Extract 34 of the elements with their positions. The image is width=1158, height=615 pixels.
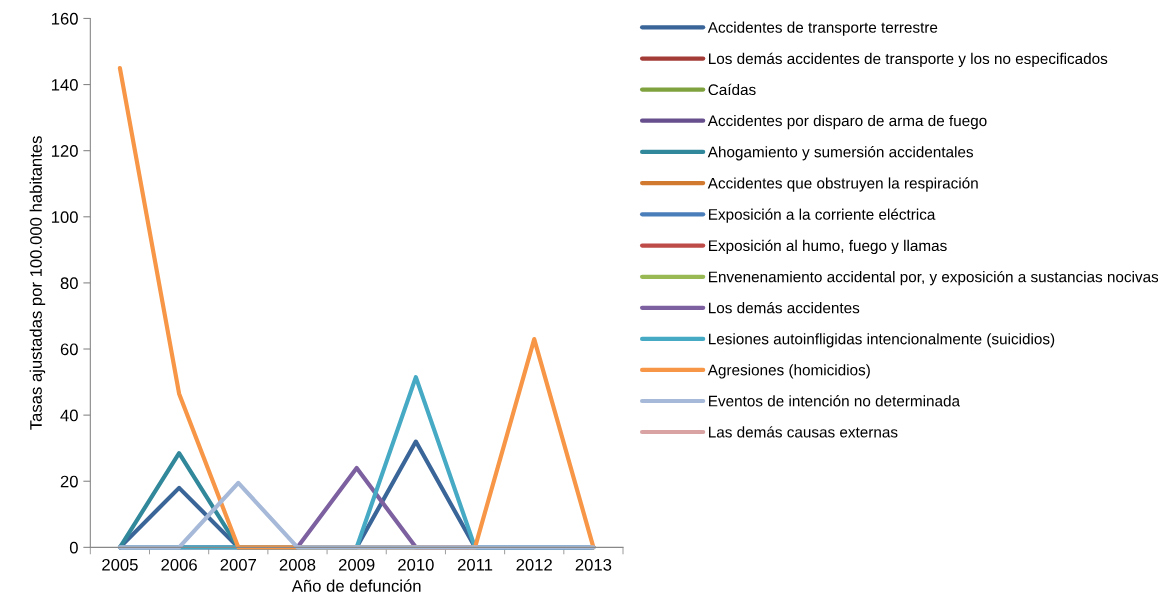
x-tick-label: 2009: [338, 558, 375, 571]
x-tick-label: 2013: [575, 558, 612, 571]
y-tick-label: 80: [60, 277, 78, 290]
legend-label: Ahogamiento y sumersión accidentales: [707, 145, 974, 161]
y-tick-label: 40: [60, 409, 78, 422]
x-tick-label: 2006: [161, 558, 197, 571]
y-tick-label: 100: [51, 211, 78, 223]
x-tick-label: 2007: [220, 558, 256, 571]
legend-label: Las demás causas externas: [709, 426, 898, 438]
y-tick-label: 160: [51, 12, 78, 25]
legend-label: Accidentes por disparo de arma de fuego: [707, 114, 987, 130]
y-tick-label: 20: [60, 475, 78, 488]
legend-label: Accidentes de transporte terrestre: [707, 21, 938, 36]
y-tick-label: 0: [69, 541, 78, 554]
legend-label: Eventos de intención no determinada: [709, 395, 961, 407]
x-tick-label: 2005: [102, 558, 138, 571]
legend-label: Envenenamiento accidental por, y exposición a sustancias nocivas: [709, 270, 1158, 286]
legend-label: Agresiones (homicidios): [707, 364, 870, 379]
x-tick-label: 2012: [516, 558, 552, 571]
x-tick-label: 2010: [398, 558, 434, 571]
legend-label: Caídas: [708, 83, 756, 96]
legend-label: Accidentes que obstruyen la respiración: [707, 177, 978, 192]
legend-label: Lesiones autoinfligidas intencionalmente (suicidios): [709, 333, 1055, 348]
y-tick-label: 140: [51, 78, 78, 91]
legend-label: Exposición a la corriente eléctrica: [709, 208, 936, 223]
x-tick-label: 2011: [457, 558, 493, 571]
legend-label: Exposición al humo, fuego y llamas: [709, 239, 947, 255]
x-axis-title: Año de defunción: [291, 579, 421, 592]
y-axis-title: Tasas ajustadas por 100.000 habitantes: [29, 136, 46, 430]
y-tick-label: 60: [60, 343, 78, 356]
legend-label: Los demás accidentes: [709, 301, 860, 314]
legend-label: Los demás accidentes de transporte y los no especificados: [709, 52, 1108, 68]
x-tick-label: 2008: [279, 558, 316, 571]
y-tick-label: 120: [51, 145, 78, 157]
